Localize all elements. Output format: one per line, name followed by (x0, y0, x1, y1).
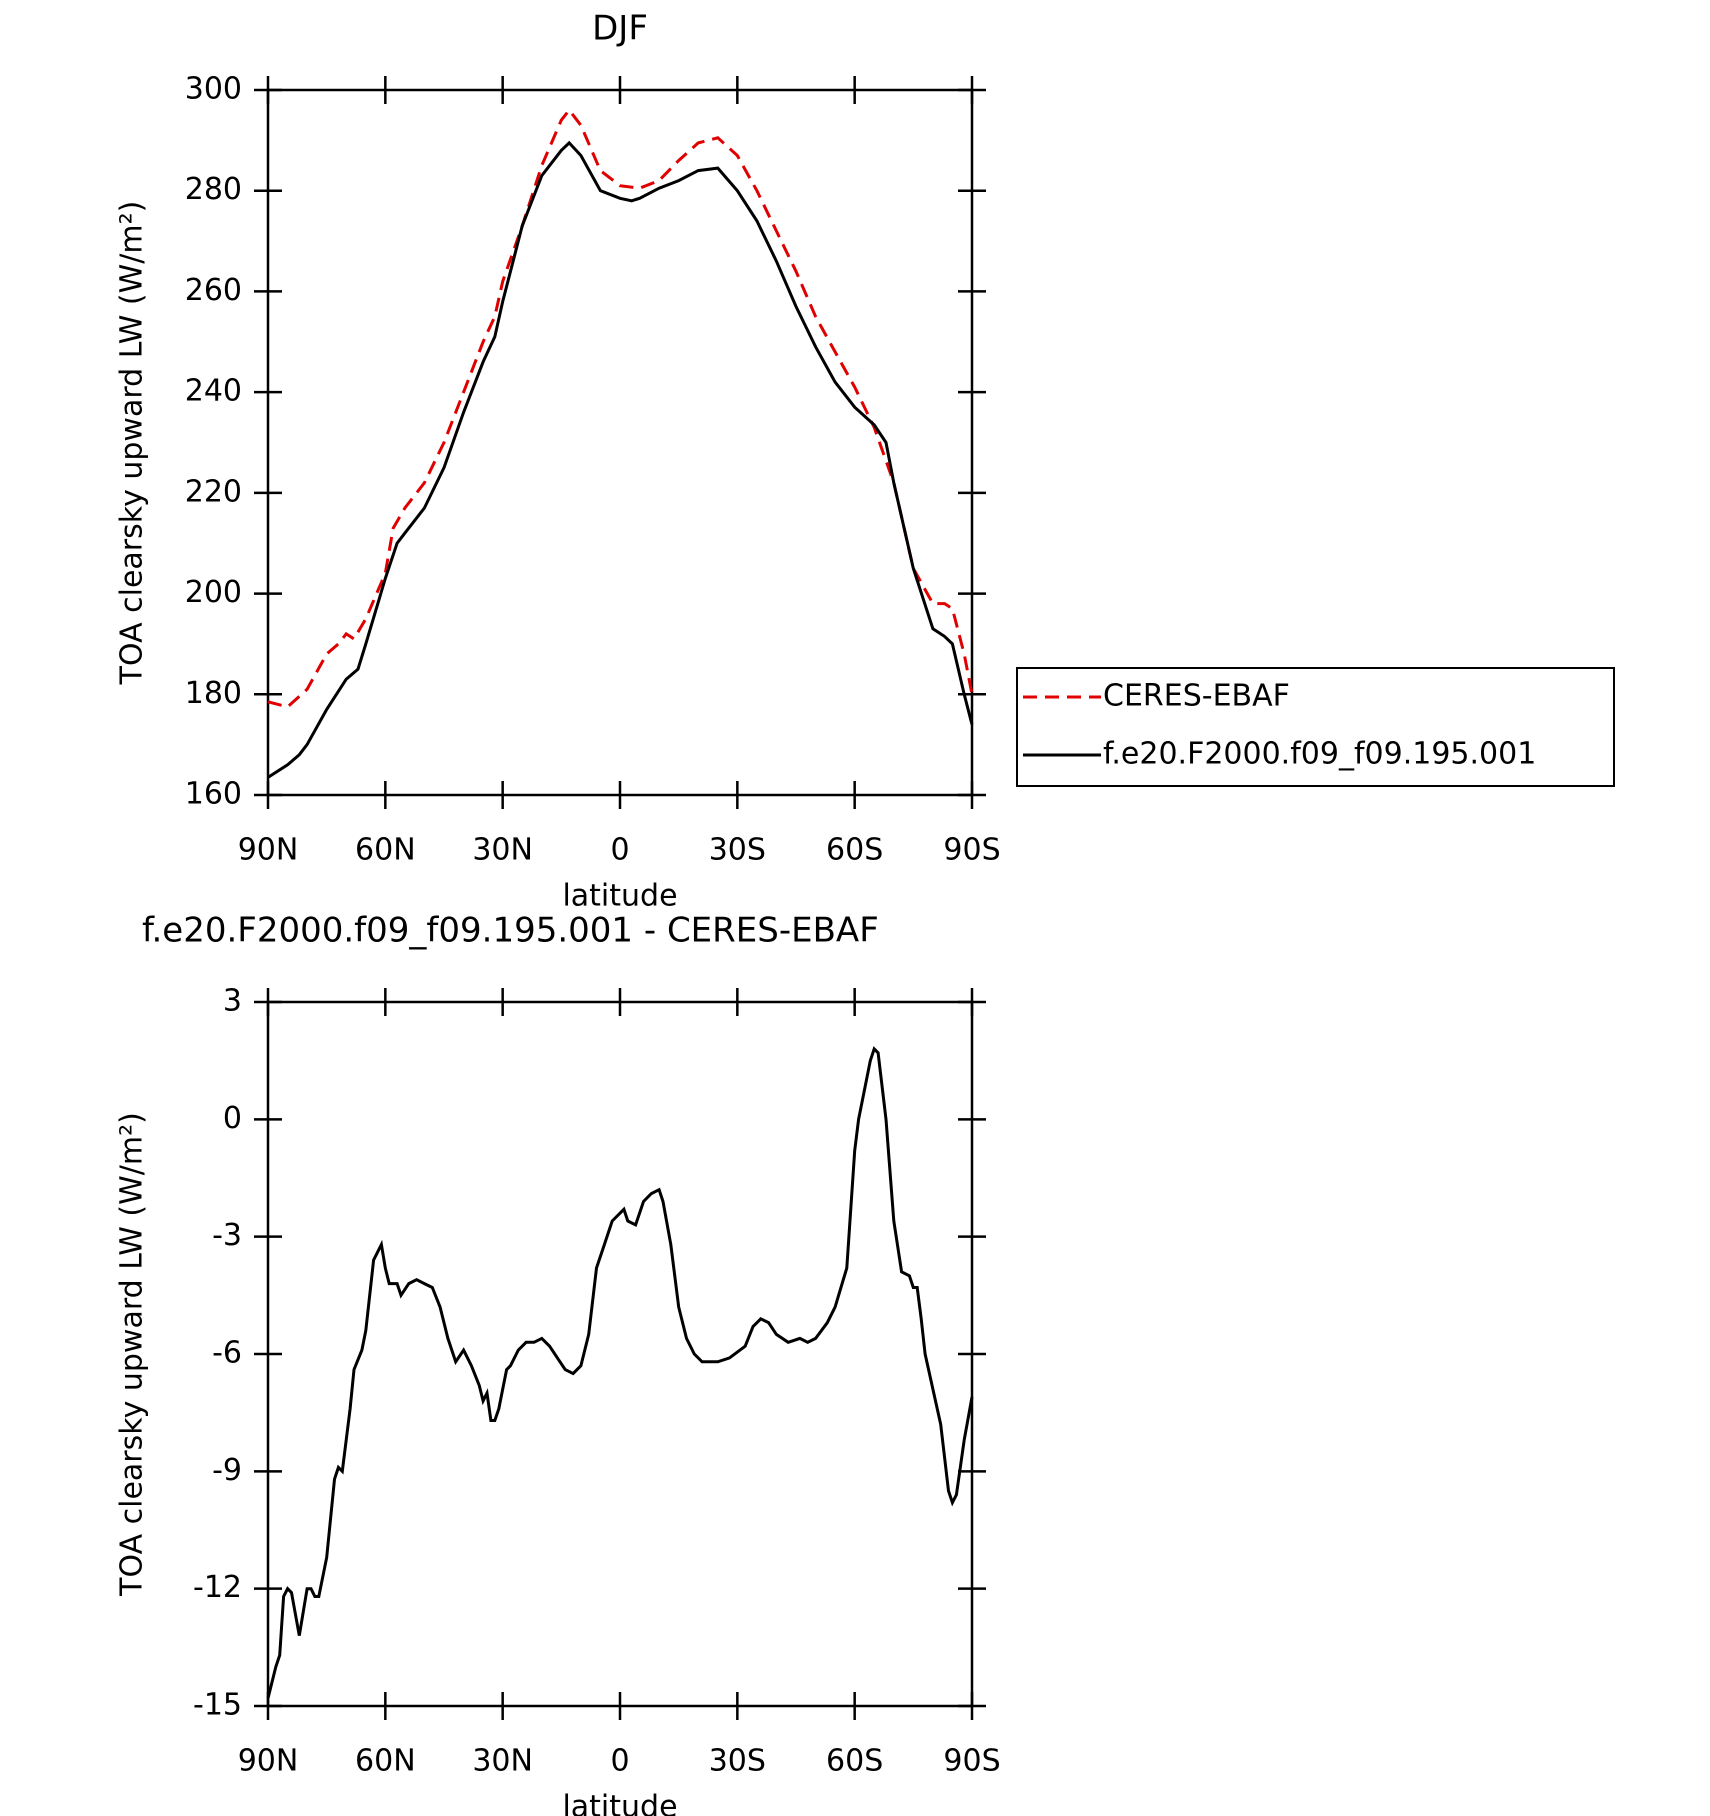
plot-frame (266, 1000, 974, 1708)
x-tick-label: 90N (238, 1744, 299, 1779)
y-tick-label: -9 (212, 1453, 242, 1488)
y-tick-label: -3 (212, 1218, 242, 1253)
x-tick-label: 30S (709, 833, 766, 868)
legend-label: CERES-EBAF (1103, 679, 1290, 714)
y-tick-label: 300 (185, 72, 242, 107)
x-tick-label: 30N (472, 1744, 533, 1779)
x-tick-label: 0 (610, 833, 629, 868)
chart-title: f.e20.F2000.f09_f09.195.001 - CERES-EBAF (142, 911, 879, 951)
x-tick-label: 60S (826, 833, 883, 868)
y-tick-label: 3 (223, 984, 242, 1019)
y-tick-label: -12 (193, 1570, 242, 1605)
y-tick-label: 160 (185, 777, 242, 812)
y-tick-label: -6 (212, 1336, 242, 1371)
x-axis-label: latitude (562, 879, 677, 914)
y-axis-label: TOA clearsky upward LW (W/m²) (115, 1112, 150, 1597)
x-tick-label: 0 (610, 1744, 629, 1779)
y-tick-label: 280 (185, 172, 242, 207)
y-tick-label: 240 (185, 374, 242, 409)
x-tick-label: 30N (472, 833, 533, 868)
legend-box (1016, 667, 1615, 787)
y-tick-label: 260 (185, 273, 242, 308)
data-line (267, 107, 974, 709)
chart-title: DJF (592, 9, 648, 49)
x-tick-label: 90S (943, 1744, 1000, 1779)
x-tick-label: 60N (355, 833, 416, 868)
x-tick-label: 90N (238, 833, 299, 868)
y-tick-label: 200 (185, 575, 242, 610)
data-line (267, 140, 974, 779)
y-tick-label: 220 (185, 474, 242, 509)
x-tick-label: 60N (355, 1744, 416, 1779)
x-tick-label: 90S (943, 833, 1000, 868)
y-tick-label: -15 (193, 1688, 242, 1723)
y-tick-label: 180 (185, 676, 242, 711)
legend-label: f.e20.F2000.f09_f09.195.001 (1103, 737, 1536, 772)
y-axis-label: TOA clearsky upward LW (W/m²) (115, 201, 150, 686)
x-tick-label: 60S (826, 1744, 883, 1779)
y-tick-label: 0 (223, 1101, 242, 1136)
x-axis-label: latitude (562, 1790, 677, 1816)
plot-frame (266, 88, 974, 797)
data-line (266, 1046, 974, 1699)
x-tick-label: 30S (709, 1744, 766, 1779)
